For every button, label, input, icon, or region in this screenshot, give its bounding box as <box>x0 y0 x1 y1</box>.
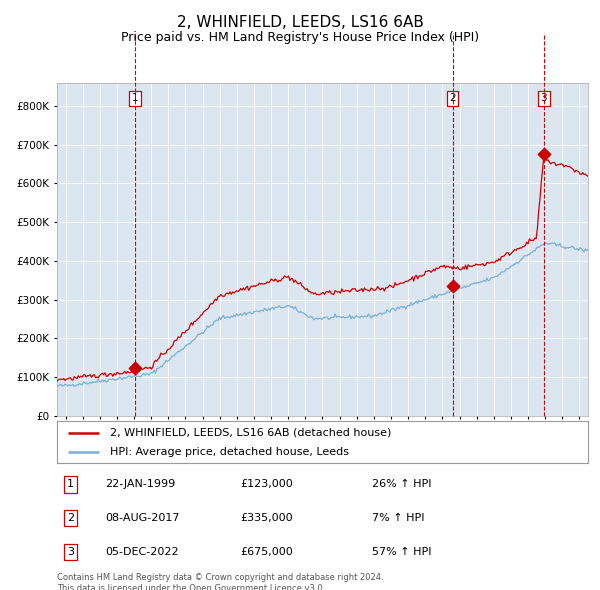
Text: 2, WHINFIELD, LEEDS, LS16 6AB: 2, WHINFIELD, LEEDS, LS16 6AB <box>176 15 424 30</box>
Text: 1: 1 <box>132 93 139 103</box>
Point <box>539 150 548 159</box>
Text: 05-DEC-2022: 05-DEC-2022 <box>105 548 179 557</box>
Text: 26% ↑ HPI: 26% ↑ HPI <box>372 480 431 489</box>
Text: Contains HM Land Registry data © Crown copyright and database right 2024.
This d: Contains HM Land Registry data © Crown c… <box>57 573 383 590</box>
Point <box>130 363 140 373</box>
Text: 7% ↑ HPI: 7% ↑ HPI <box>372 513 425 523</box>
Text: £675,000: £675,000 <box>240 548 293 557</box>
Text: Price paid vs. HM Land Registry's House Price Index (HPI): Price paid vs. HM Land Registry's House … <box>121 31 479 44</box>
Text: £335,000: £335,000 <box>240 513 293 523</box>
Text: 22-JAN-1999: 22-JAN-1999 <box>105 480 175 489</box>
Text: 1: 1 <box>67 480 74 489</box>
Text: 57% ↑ HPI: 57% ↑ HPI <box>372 548 431 557</box>
Text: 2: 2 <box>67 513 74 523</box>
Text: £123,000: £123,000 <box>240 480 293 489</box>
Text: 08-AUG-2017: 08-AUG-2017 <box>105 513 179 523</box>
Text: 3: 3 <box>541 93 547 103</box>
Text: 2: 2 <box>449 93 456 103</box>
Text: HPI: Average price, detached house, Leeds: HPI: Average price, detached house, Leed… <box>110 447 349 457</box>
Text: 2, WHINFIELD, LEEDS, LS16 6AB (detached house): 2, WHINFIELD, LEEDS, LS16 6AB (detached … <box>110 428 391 438</box>
Text: 3: 3 <box>67 548 74 557</box>
Point <box>448 281 457 291</box>
